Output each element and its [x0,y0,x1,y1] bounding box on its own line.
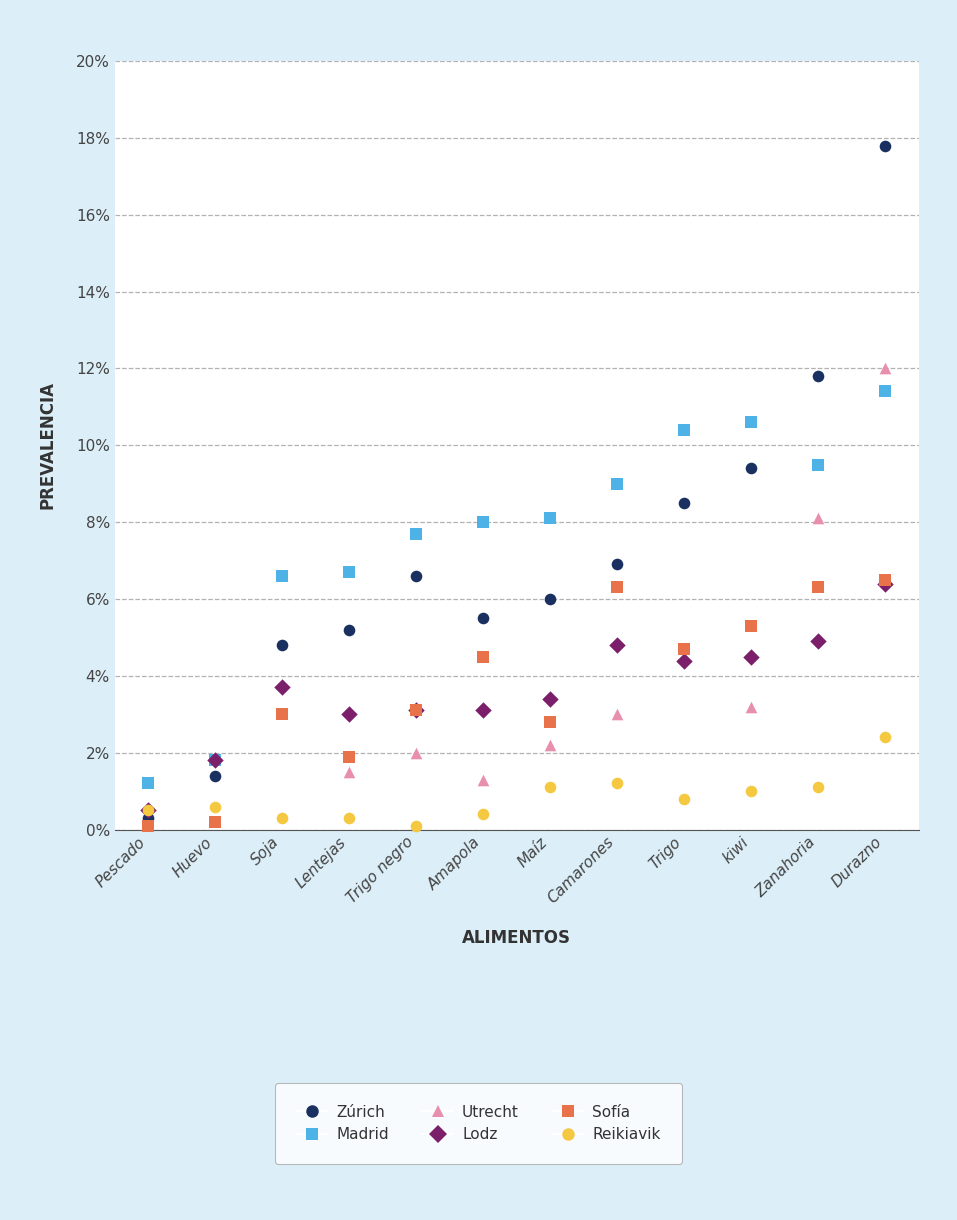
Point [141,773,156,793]
Point [141,816,156,836]
Point [677,789,692,809]
Point [744,616,759,636]
Point [208,750,223,770]
Point [610,555,625,575]
Point [409,700,424,720]
Point [476,609,491,628]
Point [409,700,424,720]
Point [744,459,759,478]
Y-axis label: PREVALENCIA: PREVALENCIA [38,382,56,509]
Point [141,800,156,820]
Point [208,813,223,832]
Point [208,750,223,770]
Point [543,689,558,709]
Point [878,359,893,378]
Point [677,650,692,670]
Point [342,747,357,766]
Point [275,809,290,828]
Point [275,636,290,655]
Point [476,804,491,824]
Point [610,705,625,725]
Point [878,382,893,401]
Point [878,135,893,155]
Point [409,743,424,762]
Point [409,816,424,836]
Point [744,697,759,716]
Point [610,636,625,655]
Point [677,639,692,659]
Point [342,762,357,782]
X-axis label: ALIMENTOS: ALIMENTOS [462,928,571,947]
Point [610,578,625,598]
Point [342,620,357,639]
Point [543,712,558,732]
Point [811,578,826,598]
Point [811,632,826,651]
Point [342,809,357,828]
Point [543,777,558,797]
Legend: Zúrich, Madrid, Utrecht, Lodz, Sofía, Reikiavik: Zúrich, Madrid, Utrecht, Lodz, Sofía, Re… [275,1083,682,1164]
Point [811,509,826,528]
Point [141,809,156,828]
Point [744,781,759,800]
Point [208,766,223,786]
Point [744,647,759,666]
Point [811,777,826,797]
Point [275,566,290,586]
Point [677,493,692,512]
Point [476,647,491,666]
Point [476,512,491,532]
Point [476,770,491,789]
Point [543,736,558,755]
Point [811,455,826,475]
Point [208,797,223,816]
Point [744,412,759,432]
Point [342,562,357,582]
Point [409,523,424,543]
Point [610,473,625,493]
Point [811,366,826,386]
Point [610,773,625,793]
Point [141,800,156,820]
Point [476,700,491,720]
Point [543,589,558,609]
Point [677,420,692,439]
Point [342,705,357,725]
Point [878,570,893,589]
Point [275,677,290,697]
Point [878,573,893,593]
Point [275,705,290,725]
Point [409,566,424,586]
Point [543,509,558,528]
Point [878,727,893,747]
